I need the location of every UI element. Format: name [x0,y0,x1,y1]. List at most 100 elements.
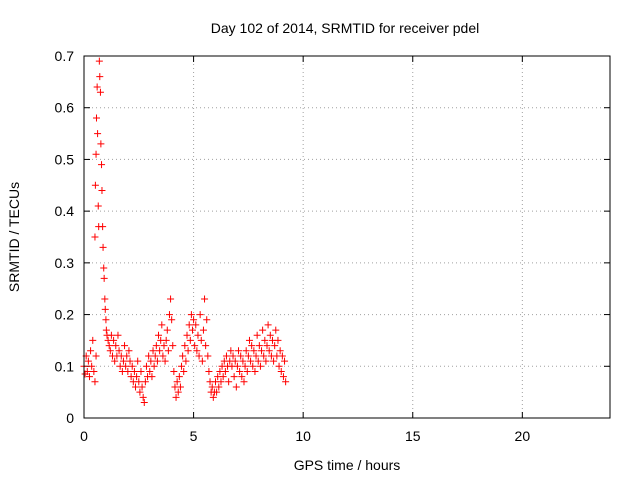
data-point-marker [95,57,103,65]
data-point-marker [248,342,256,350]
x-tick-label: 0 [80,428,88,444]
data-point-marker [265,347,273,355]
data-point-marker [152,342,160,350]
data-point-marker [100,264,108,272]
data-point-marker [96,73,104,81]
data-point-marker [232,383,240,391]
data-point-marker [191,342,199,350]
data-point-marker [194,331,202,339]
x-tick-label: 15 [405,428,421,444]
data-point-marker [180,367,188,375]
data-point-marker [264,321,272,329]
data-point-marker [92,150,100,158]
data-point-marker [195,352,203,360]
data-point-marker [229,352,237,360]
data-point-marker [99,223,107,231]
data-point-marker [258,347,266,355]
data-point-marker [138,383,146,391]
data-point-marker [261,336,269,344]
data-point-marker [130,367,138,375]
data-point-marker [149,347,157,355]
data-point-marker [231,357,239,365]
data-point-marker [92,352,100,360]
data-point-marker [238,373,246,381]
data-point-marker [164,347,172,355]
data-point-marker [176,383,184,391]
data-point-marker [181,342,189,350]
data-point-marker [114,331,122,339]
data-point-marker [126,357,134,365]
data-point-marker [201,295,209,303]
data-point-marker [250,347,258,355]
data-point-marker [259,326,267,334]
data-point-marker [98,161,106,169]
x-axis-label: GPS time / hours [294,457,401,473]
data-point-marker [99,243,107,251]
data-point-marker [134,357,142,365]
data-point-marker [137,367,145,375]
data-point-marker [85,373,93,381]
data-point-marker [89,336,97,344]
data-point-marker [94,202,102,210]
data-point-marker [275,362,283,370]
data-point-marker [271,342,279,350]
axis-ticks: 0 0.1 0.2 0.3 0.4 0.5 0.6 0.7 0 5 10 15 20 [55,48,610,444]
data-point-marker [242,347,250,355]
data-point-marker [266,331,274,339]
data-point-marker [222,352,230,360]
data-point-marker [146,367,154,375]
data-point-marker [199,326,207,334]
data-point-marker [173,378,181,386]
data-point-marker [276,347,284,355]
data-point-marker [281,357,289,365]
data-point-marker [254,357,262,365]
data-point-marker [192,321,200,329]
data-point-marker [247,357,255,365]
data-point-marker [182,357,190,365]
data-point-marker [165,311,173,319]
data-point-marker [282,378,290,386]
data-point-marker [147,357,155,365]
data-point-marker [97,140,105,148]
data-point-marker [162,336,170,344]
plot-frame [83,55,611,419]
data-point-marker [136,388,144,396]
data-point-marker [128,362,136,370]
data-point-marker [101,295,109,303]
data-point-marker [255,342,263,350]
data-point-marker [253,331,261,339]
data-point-marker [148,373,156,381]
data-point-marker [92,114,100,122]
x-tick-label: 10 [295,428,311,444]
data-point-marker [196,311,204,319]
data-point-marker [155,331,163,339]
data-point-marker [204,352,212,360]
data-point-marker [142,362,150,370]
data-point-marker [187,311,195,319]
data-point-marker [202,342,210,350]
data-point-marker [215,383,223,391]
data-point-marker [270,357,278,365]
data-point-marker [243,367,251,375]
data-point-marker [91,181,99,189]
data-point-marker [119,357,127,365]
data-point-marker [84,357,92,365]
data-point-marker [170,367,178,375]
data-point-marker [102,316,110,324]
data-point-marker [94,130,102,138]
data-point-marker [278,352,286,360]
data-point-marker [96,88,104,96]
data-point-marker [178,362,186,370]
data-point-marker [153,357,161,365]
data-point-marker [233,362,241,370]
y-tick-label: 0.7 [55,48,75,64]
x-tick-label: 20 [515,428,531,444]
chart-title: Day 102 of 2014, SRMTID for receiver pde… [211,20,479,36]
data-point-marker [111,357,119,365]
y-tick-label: 0.6 [55,100,75,116]
data-point-marker [239,357,247,365]
data-point-marker [263,342,271,350]
data-point-marker [203,316,211,324]
data-point-marker [133,373,141,381]
